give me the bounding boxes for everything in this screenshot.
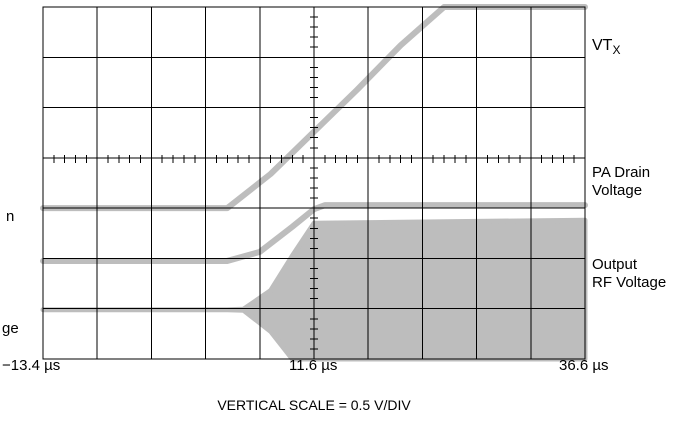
x-tick-label-end: 36.6 µs [559,357,609,374]
cropped-label-fragment: n [6,208,15,225]
cropped-label-fragment: ge [2,320,19,337]
series-line-vtx [40,4,588,212]
series-label-vtx: VTX [592,37,621,58]
x-tick-label-start: −13.4 µs [2,357,61,374]
vertical-scale-note: VERTICAL SCALE = 0.5 V/DIV [217,397,411,413]
series-line-pa-drain [40,202,588,264]
series-label-pa-drain: PA Drain Voltage [592,164,651,199]
series-label-output-rf: Output RF Voltage [592,256,667,291]
x-tick-label-mid: 11.6 µs [289,357,338,374]
